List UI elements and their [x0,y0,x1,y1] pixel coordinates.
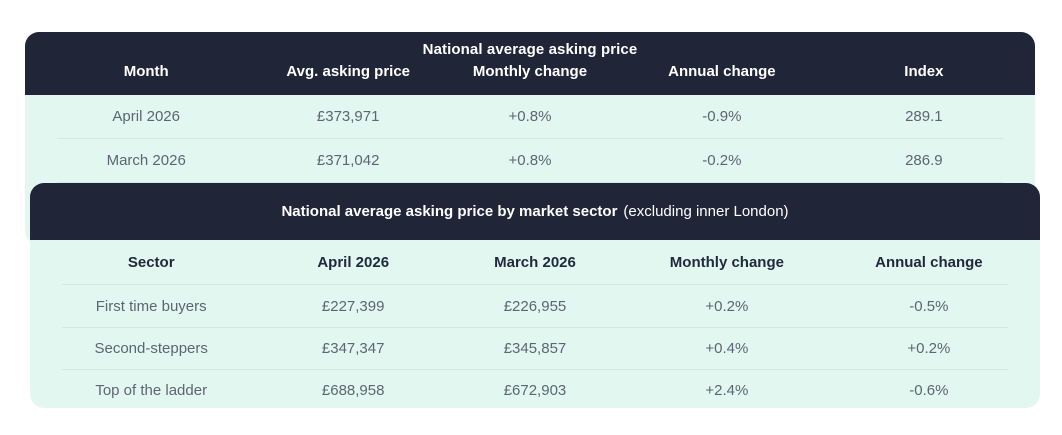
table-cell-march-price: £345,857 [503,340,567,357]
table1-header: National average asking price Month Avg.… [25,32,1035,95]
column-header-index: Index [904,63,944,80]
table-row: April 2026 £373,971 +0.8% -0.9% 289.1 [25,95,1035,138]
market-sector-table: National average asking price by market … [30,183,1040,408]
table-cell-index: 286.9 [905,152,943,169]
table-cell-annual-change: -0.2% [702,152,742,169]
table-cell-month: March 2026 [106,152,186,169]
column-header-monthly-change: Monthly change [472,63,588,80]
table-cell-index: 289.1 [905,108,943,125]
table-cell-april-price: £347,347 [321,340,385,357]
column-header-month: Month [123,63,169,80]
table-cell-monthly-change: +2.4% [705,382,749,399]
table-cell-avg-price: £371,042 [316,152,380,169]
table-cell-annual-change: -0.9% [702,108,742,125]
table1-body: April 2026 £373,971 +0.8% -0.9% 289.1 Ma… [25,95,1035,183]
column-header-march-2026: March 2026 [494,253,576,271]
row-divider [57,138,1003,139]
table2-header: National average asking price by market … [30,183,1040,240]
table1-column-headers: Month Avg. asking price Monthly change A… [25,63,1035,80]
table-row: Top of the ladder £688,958 £672,903 +2.4… [30,370,1040,408]
table1-title: National average asking price [422,41,638,58]
table-cell-sector: Top of the ladder [95,382,208,399]
column-header-monthly-change: Monthly change [669,253,784,271]
row-divider [57,182,1003,183]
table2-title: National average asking price by market … [281,203,618,220]
table-row: Second-steppers £347,347 £345,857 +0.4% … [30,328,1040,369]
table2-body: Sector April 2026 March 2026 Monthly cha… [30,240,1040,408]
table-cell-monthly-change: +0.2% [705,297,749,315]
table-cell-sector: Second-steppers [94,340,208,357]
table2-subtitle: (excluding inner London) [623,203,789,220]
table-cell-april-price: £688,958 [321,382,385,399]
table-cell-sector: First time buyers [95,297,207,315]
table-cell-avg-price: £373,971 [316,108,380,125]
table-cell-monthly-change: +0.4% [705,340,749,357]
table-cell-annual-change: -0.5% [909,297,949,315]
row-divider [62,284,1008,285]
column-header-annual-change: Annual change [668,63,776,80]
table-cell-march-price: £672,903 [503,382,567,399]
row-divider [62,327,1008,328]
table-cell-month: April 2026 [112,108,180,125]
column-header-avg-asking-price: Avg. asking price [286,63,411,80]
table2-column-headers: Sector April 2026 March 2026 Monthly cha… [30,240,1040,284]
column-header-annual-change: Annual change [875,253,983,271]
row-divider [62,369,1008,370]
table-cell-monthly-change: +0.8% [508,152,552,169]
table-cell-monthly-change: +0.8% [508,108,552,125]
table-cell-annual-change: -0.6% [909,382,949,399]
table-cell-april-price: £227,399 [321,297,385,315]
table-cell-march-price: £226,955 [503,297,567,315]
column-header-sector: Sector [127,253,175,271]
column-header-april-2026: April 2026 [317,253,390,271]
table-row: March 2026 £371,042 +0.8% -0.2% 286.9 [25,139,1035,182]
table-cell-annual-change: +0.2% [907,340,951,357]
table-row: First time buyers £227,399 £226,955 +0.2… [30,285,1040,327]
